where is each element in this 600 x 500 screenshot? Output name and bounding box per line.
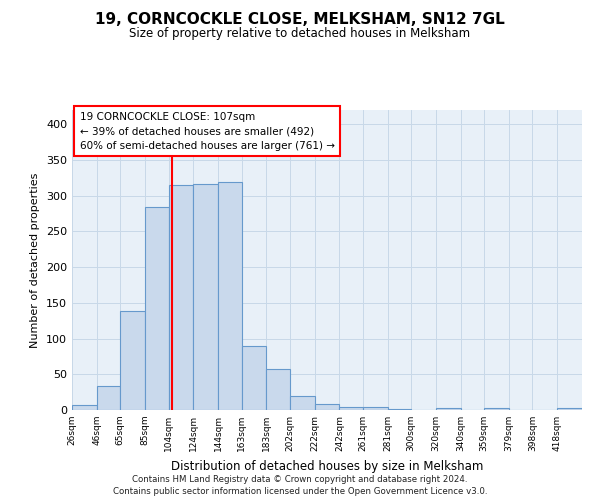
Text: Contains public sector information licensed under the Open Government Licence v3: Contains public sector information licen… xyxy=(113,488,487,496)
X-axis label: Distribution of detached houses by size in Melksham: Distribution of detached houses by size … xyxy=(171,460,483,472)
Bar xyxy=(484,408,509,410)
Bar xyxy=(290,396,314,410)
Bar xyxy=(557,408,582,410)
Bar xyxy=(145,207,169,410)
Bar xyxy=(436,408,461,410)
Bar xyxy=(314,404,340,410)
Bar xyxy=(340,407,363,410)
Bar xyxy=(218,182,242,410)
Bar xyxy=(97,386,120,410)
Bar xyxy=(169,185,193,410)
Bar xyxy=(242,346,266,410)
Text: 19 CORNCOCKLE CLOSE: 107sqm
← 39% of detached houses are smaller (492)
60% of se: 19 CORNCOCKLE CLOSE: 107sqm ← 39% of det… xyxy=(80,112,335,151)
Y-axis label: Number of detached properties: Number of detached properties xyxy=(31,172,40,348)
Text: Contains HM Land Registry data © Crown copyright and database right 2024.: Contains HM Land Registry data © Crown c… xyxy=(132,475,468,484)
Bar xyxy=(120,310,145,410)
Bar xyxy=(266,370,290,410)
Bar xyxy=(193,184,218,410)
Bar xyxy=(72,405,97,410)
Text: Size of property relative to detached houses in Melksham: Size of property relative to detached ho… xyxy=(130,28,470,40)
Text: 19, CORNCOCKLE CLOSE, MELKSHAM, SN12 7GL: 19, CORNCOCKLE CLOSE, MELKSHAM, SN12 7GL xyxy=(95,12,505,28)
Bar xyxy=(363,407,388,410)
